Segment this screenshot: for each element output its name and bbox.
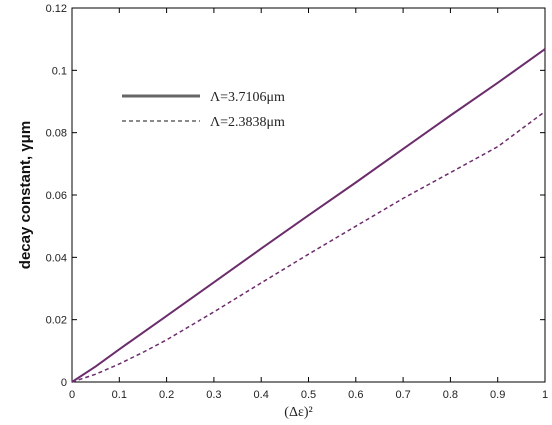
- y-tick-label: 0.12: [46, 3, 67, 15]
- y-tick-label: 0.04: [46, 252, 67, 264]
- legend-label-1: Λ=3.7106μm: [210, 90, 285, 105]
- y-tick-label: 0.06: [46, 190, 67, 202]
- x-tick-label: 0.1: [112, 389, 127, 401]
- legend-label-2: Λ=2.3838μm: [210, 115, 285, 130]
- x-tick-label: 0.7: [395, 389, 410, 401]
- y-tick-label: 0.02: [46, 315, 67, 327]
- series-line-2: [71, 110, 546, 383]
- x-tick-label: 0.9: [490, 389, 505, 401]
- x-axis-ticks: 0 0.1 0.2 0.3 0.4 0.5 0.6 0.7 0.8 0.9 1: [69, 8, 548, 401]
- x-tick-label: 1: [542, 389, 548, 401]
- x-tick-label: 0.6: [348, 389, 363, 401]
- y-tick-label: 0.1: [52, 65, 67, 77]
- y-tick-label: 0.08: [46, 128, 67, 140]
- y-tick-label: 0: [61, 377, 67, 389]
- plot-border: [71, 7, 546, 383]
- series-layer: [71, 48, 546, 383]
- x-tick-label: 0.4: [254, 389, 269, 401]
- x-tick-label: 0.5: [301, 389, 316, 401]
- y-axis-ticks: 0 0.02 0.04 0.06 0.08 0.1 0.12: [46, 3, 545, 389]
- plot-frame: [71, 7, 546, 383]
- series-line-1: [71, 48, 546, 383]
- x-axis-label: (Δε)²: [284, 405, 312, 420]
- x-tick-label: 0.8: [443, 389, 458, 401]
- y-axis-label: decay constant, γμm: [17, 121, 34, 269]
- x-tick-label: 0.3: [206, 389, 221, 401]
- x-tick-label: 0: [69, 389, 75, 401]
- x-tick-label: 0.2: [159, 389, 174, 401]
- legend: Λ=3.7106μm Λ=2.3838μm: [122, 90, 285, 130]
